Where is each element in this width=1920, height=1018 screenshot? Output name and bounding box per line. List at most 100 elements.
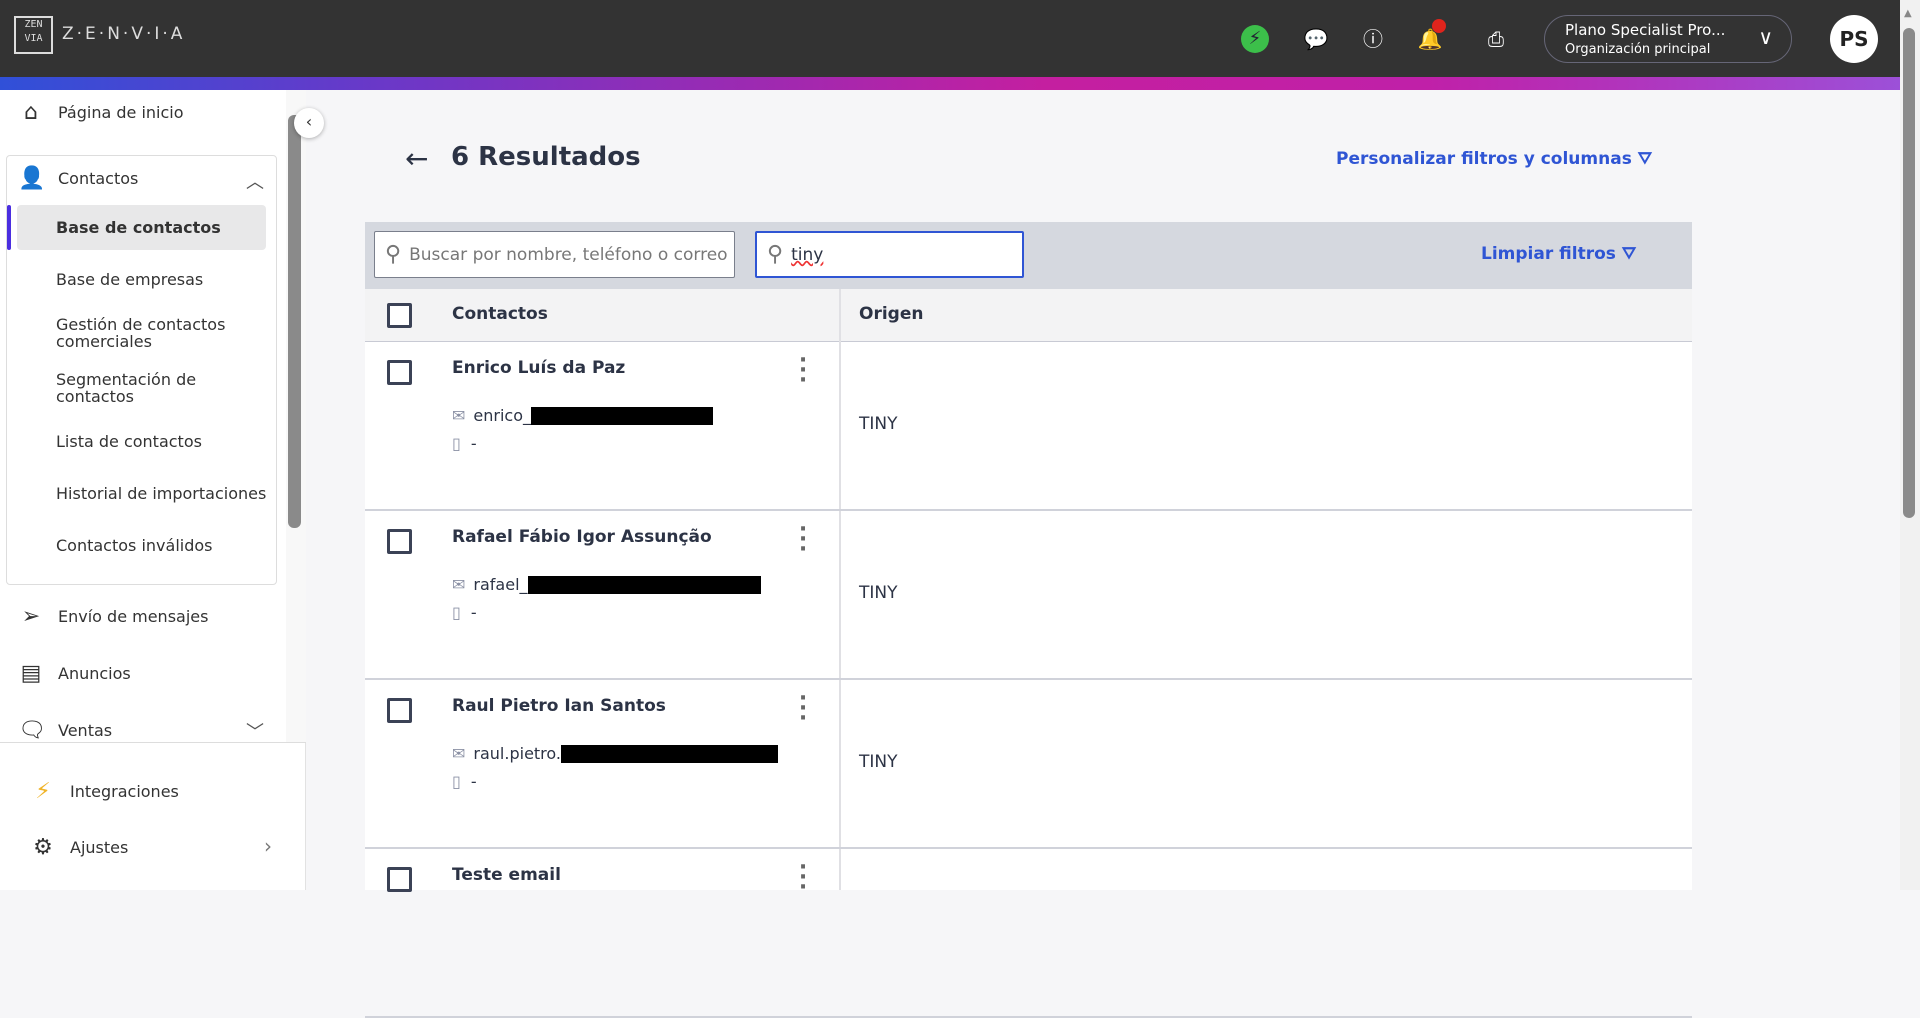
filter-bar: ⚲ Buscar por nombre, teléfono o correo ⚲ t…	[365, 222, 1692, 289]
document-icon: ▤	[20, 661, 42, 686]
contact-email: ✉ raul.pietro.	[452, 744, 778, 763]
sidebar-item-lista[interactable]: Lista de contactos	[56, 432, 202, 451]
table-row[interactable]: Enrico Luís da Paz · · · ✉ enrico_ ▯ - TINY	[365, 342, 1692, 511]
gear-icon: ⚙	[33, 835, 53, 860]
sidebar-item-messages[interactable]: ➢ Envío de mensajes	[18, 604, 209, 629]
redaction	[561, 744, 778, 763]
redaction	[527, 575, 761, 594]
org-name: Plano Specialist Pro...	[1565, 21, 1726, 39]
origin-filter-input[interactable]: ⚲ tiny	[755, 231, 1024, 278]
chevron-down-icon: ∨	[1758, 25, 1773, 49]
printer-icon[interactable]: ⎙	[1488, 27, 1504, 51]
sidebar-scrollbar[interactable]	[286, 90, 306, 742]
chat-help-icon[interactable]: 💬	[1303, 27, 1329, 51]
contact-name[interactable]: Rafael Fábio Igor Assunção	[452, 527, 712, 547]
sidebar-label: Anuncios	[58, 664, 131, 683]
more-options-icon[interactable]: · · ·	[798, 348, 808, 393]
chevron-down-icon[interactable]: ﹀	[246, 722, 264, 743]
sidebar-item-integrations[interactable]: ⚡ Integraciones	[30, 779, 179, 804]
organization-selector[interactable]: Plano Specialist Pro... Organización pri…	[1544, 15, 1792, 63]
sidebar-item-base-contactos[interactable]: Base de contactos	[56, 218, 221, 237]
org-sub: Organización principal	[1565, 42, 1711, 57]
sidebar-item-sales[interactable]: 🗨 Ventas	[18, 718, 112, 743]
row-checkbox[interactable]	[387, 360, 412, 385]
origin-cell: TINY	[859, 752, 898, 772]
origin-cell: TINY	[859, 414, 898, 434]
select-all-checkbox[interactable]	[387, 303, 412, 328]
phone-text: -	[470, 603, 477, 622]
contact-email: ✉ enrico_	[452, 406, 713, 425]
chevron-up-icon[interactable]: ︿	[246, 172, 264, 193]
email-text: enrico_	[473, 406, 531, 425]
gradient-bar	[0, 77, 1900, 90]
send-icon: ➢	[21, 604, 41, 629]
avatar[interactable]: PS	[1830, 15, 1878, 63]
back-arrow-icon[interactable]: ←	[405, 142, 429, 175]
brand-name: Z·E·N·V·I·A	[62, 24, 186, 44]
column-divider	[839, 289, 841, 890]
contact-name[interactable]: Teste email	[452, 865, 561, 885]
sidebar-item-base-empresas[interactable]: Base de empresas	[56, 270, 204, 289]
filter-value: tiny	[791, 244, 824, 265]
row-checkbox[interactable]	[387, 529, 412, 554]
sidebar-item-home[interactable]: ⌂ Página de inicio	[18, 100, 184, 125]
contact-phone: ▯ -	[452, 603, 477, 622]
bolt-icon: ⚡	[35, 779, 51, 804]
sidebar-item-ads[interactable]: ▤ Anuncios	[18, 661, 131, 686]
search-input[interactable]: ⚲ Buscar por nombre, teléfono o correo	[374, 231, 735, 278]
table-row[interactable]: Teste email · · ·	[365, 849, 1692, 1018]
sidebar-label: Integraciones	[70, 782, 179, 801]
sidebar-label: Página de inicio	[58, 103, 184, 122]
table-row[interactable]: Rafael Fábio Igor Assunção · · · ✉ rafael_ …	[365, 511, 1692, 680]
bolt-icon[interactable]: ⚡	[1241, 25, 1269, 53]
sidebar-item-invalidos[interactable]: Contactos inválidos	[56, 536, 213, 555]
email-text: raul.pietro.	[473, 744, 561, 763]
more-options-icon[interactable]: · · ·	[798, 855, 808, 900]
row-checkbox[interactable]	[387, 698, 412, 723]
contact-name[interactable]: Raul Pietro Ian Santos	[452, 696, 666, 716]
mail-icon: ✉	[452, 744, 466, 763]
chat-icon: 🗨	[18, 718, 46, 743]
contacts-table: Contactos Origen Enrico Luís da Paz · · · …	[365, 289, 1692, 1018]
contacts-group	[6, 155, 277, 585]
zenvia-logo[interactable]: ZEN VIA	[14, 16, 53, 54]
divider	[0, 742, 306, 743]
sidebar-item-contacts[interactable]: 👤 Contactos	[18, 166, 138, 191]
help-icon[interactable]: ⓘ	[1363, 27, 1383, 51]
email-text: rafael_	[473, 575, 528, 594]
origin-cell: TINY	[859, 583, 898, 603]
column-header-origin[interactable]: Origen	[859, 304, 924, 324]
page-title: 6 Resultados	[451, 142, 641, 172]
more-options-icon[interactable]: · · ·	[798, 686, 808, 731]
search-placeholder: Buscar por nombre, teléfono o correo	[409, 244, 728, 265]
sidebar-item-settings[interactable]: ⚙ Ajustes	[30, 835, 128, 860]
top-bar: ZEN VIA Z·E·N·V·I·A ⚡ 💬 ⓘ 🔔 ⎙ Plano Speci…	[0, 0, 1900, 77]
column-header-contacts[interactable]: Contactos	[452, 304, 548, 324]
phone-text: -	[470, 434, 477, 453]
clear-filters-button[interactable]: Limpiar filtros ⛛	[1481, 244, 1636, 264]
collapse-sidebar-button[interactable]: ‹	[294, 108, 324, 138]
contact-name[interactable]: Enrico Luís da Paz	[452, 358, 626, 378]
page-scrollbar[interactable]: ▲	[1900, 0, 1920, 890]
chevron-right-icon[interactable]: ›	[264, 834, 272, 858]
mail-icon: ✉	[452, 575, 466, 594]
phone-icon: ▯	[452, 603, 461, 622]
search-icon: ⚲	[385, 242, 402, 267]
notification-badge	[1432, 19, 1446, 33]
contact-phone: ▯ -	[452, 772, 477, 791]
mail-icon: ✉	[452, 406, 466, 425]
row-checkbox[interactable]	[387, 867, 412, 892]
active-indicator	[7, 205, 11, 250]
sidebar-label: Envío de mensajes	[58, 607, 209, 626]
phone-icon: ▯	[452, 434, 461, 453]
table-header: Contactos Origen	[365, 289, 1692, 342]
sidebar-item-historial[interactable]: Historial de importaciones	[56, 484, 267, 503]
more-options-icon[interactable]: · · ·	[798, 517, 808, 562]
phone-icon: ▯	[452, 772, 461, 791]
table-row[interactable]: Raul Pietro Ian Santos · · · ✉ raul.pietro.…	[365, 680, 1692, 849]
contact-email: ✉ rafael_	[452, 575, 761, 594]
customize-filters-link[interactable]: Personalizar filtros y columnas ⛛	[1336, 149, 1652, 169]
sidebar-item-segmentacion[interactable]: Segmentación de contactos	[56, 370, 197, 406]
active-item-bg	[17, 205, 266, 250]
sidebar-item-gestion[interactable]: Gestión de contactos comerciales	[56, 315, 226, 351]
